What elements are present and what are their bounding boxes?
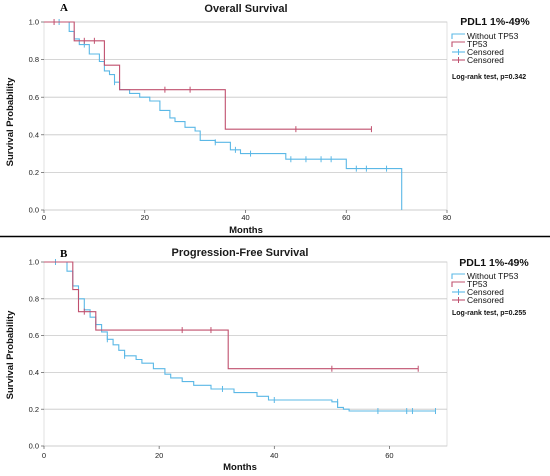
- panel-a-letter: A: [60, 2, 68, 14]
- panel-b-legend-entry: Without TP53: [467, 271, 519, 281]
- panel-b-x-tick-label: 20: [155, 451, 163, 460]
- panel-b-y-tick-label: 0.6: [29, 331, 39, 340]
- panel-a-legend-title: PDL1 1%-49%: [460, 16, 530, 28]
- panel-a-x-tick-label: 60: [342, 213, 350, 222]
- panel-a-y-tick-label: 0.4: [29, 130, 39, 139]
- panel-a-y-tick-label: 0.6: [29, 93, 39, 102]
- panel-a-tp53-curve: [44, 21, 372, 130]
- panel-b-legend-entry: Censored: [467, 287, 504, 297]
- panel-a-legend-entry: TP53: [467, 39, 488, 49]
- panel-a-x-tick-label: 80: [443, 213, 451, 222]
- panel-a-y-tick-label: 1.0: [29, 18, 39, 27]
- panel-a-plot-group: 0.0 0.2 0.4 0.6 0.8 1.0 0 20 40 60 80 Without TP53T…: [29, 18, 519, 222]
- panel-b-legend-entry: TP53: [467, 279, 488, 289]
- panel-b-y-tick-label: 0.4: [29, 368, 39, 377]
- panel-b-y-tick-label: 0.2: [29, 405, 39, 414]
- panel-a-legend-entry: Censored: [467, 55, 504, 65]
- panel-b-ylabel: Survival Probability: [5, 310, 16, 399]
- panel-b-xlabel: Months: [223, 462, 257, 473]
- panel-b-y-tick-label: 0.0: [29, 442, 39, 451]
- panel-b-x-tick-label: 0: [42, 451, 46, 460]
- panel-a-y-tick-label: 0.0: [29, 206, 39, 215]
- panel-b-y-tick-label: 0.8: [29, 294, 39, 303]
- panel-b-x-tick-label: 40: [270, 451, 278, 460]
- panel-b-legend-entry: Censored: [467, 295, 504, 305]
- panel-a-y-tick-label: 0.2: [29, 168, 39, 177]
- panel-a-title: Overall Survival: [204, 3, 287, 15]
- panel-b-legend-swatch: [451, 273, 465, 279]
- panel-a-legend-entry: Censored: [467, 47, 504, 57]
- panel-a-legend-swatch: [451, 41, 465, 47]
- panel-a-legend-swatch: [451, 33, 465, 39]
- panel-b-legend-swatch: [451, 281, 465, 287]
- panel-a-xlabel: Months: [229, 225, 263, 236]
- panel-b-title: Progression-Free Survival: [172, 247, 309, 259]
- panel-a-y-tick-label: 0.8: [29, 55, 39, 64]
- panel-b-letter: B: [60, 248, 68, 260]
- panel-a-x-tick-label: 0: [42, 213, 46, 222]
- panel-b-logrank: Log-rank test, p=0.255: [452, 310, 526, 317]
- panel-b-without-tp53-curve: [44, 261, 436, 412]
- panel-a-logrank: Log-rank test, p=0.342: [452, 74, 526, 81]
- panel-a-x-tick-label: 20: [141, 213, 149, 222]
- panel-b-plot-group: 0.0 0.2 0.4 0.6 0.8 1.0 0 20 40 60 Without TP53TP5…: [29, 258, 519, 460]
- panel-b-legend-title: PDL1 1%-49%: [459, 257, 529, 269]
- panel-b-y-tick-label: 1.0: [29, 258, 39, 267]
- panel-b-x-tick-label: 60: [385, 451, 393, 460]
- panel-b-tp53-curve: [44, 261, 419, 370]
- panel-a-x-tick-label: 40: [241, 213, 249, 222]
- panel-a-legend-entry: Without TP53: [467, 31, 519, 41]
- panel-a-ylabel: Survival Probability: [5, 77, 16, 166]
- panel-a-without-tp53-curve: [44, 21, 403, 210]
